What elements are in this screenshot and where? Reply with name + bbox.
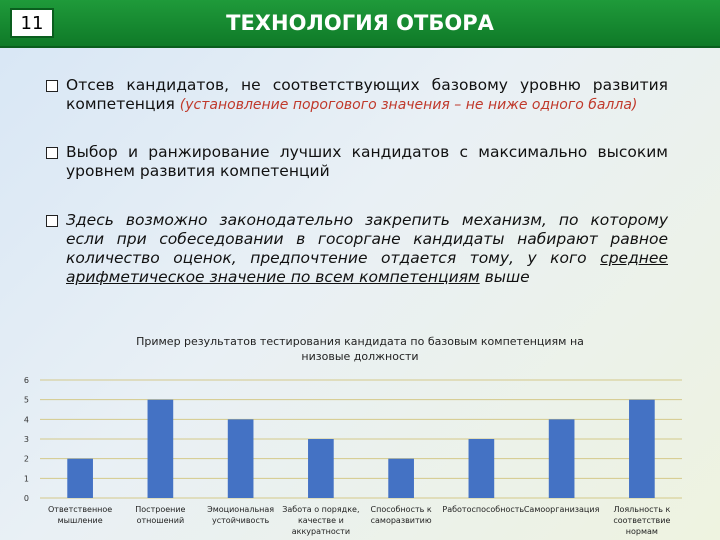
y-tick-label: 4 [24, 415, 29, 424]
y-tick-label: 1 [24, 474, 29, 483]
slide-title: ТЕХНОЛОГИЯ ОТБОРА [226, 11, 494, 35]
y-tick-label: 6 [24, 376, 29, 385]
x-tick-label: Способность к саморазвитию [370, 505, 432, 525]
bullet-text: Здесь возможно законодательно закрепить … [66, 211, 668, 267]
bar [468, 439, 495, 498]
y-tick-label: 3 [24, 435, 29, 444]
bullet: Здесь возможно законодательно закрепить … [44, 211, 668, 287]
bar [629, 399, 655, 498]
bullet-text: выше [484, 268, 530, 286]
bullet: Отсев кандидатов, не соответствующих баз… [44, 76, 668, 115]
bullet-note: (установление порогового значения – не н… [179, 97, 638, 113]
bar [388, 458, 414, 498]
bar [147, 399, 174, 498]
chart-title: Пример результатов тестирования кандидат… [136, 335, 584, 363]
bullet-text: Отсев кандидатов, не соответствующих баз… [66, 76, 668, 113]
bar [227, 419, 254, 498]
x-tick-label: Лояльность к соответствие нормам [613, 505, 671, 536]
x-tick-label: Самоорганизация [523, 505, 600, 514]
x-tick-label: Эмоциональная устойчивость [207, 505, 275, 525]
x-tick-label: Работоспособность [442, 505, 525, 514]
header: 11 ТЕХНОЛОГИЯ ОТБОРА [0, 0, 720, 48]
y-tick-label: 2 [24, 455, 29, 464]
bullet-text: Выбор и ранжирование лучших кандидатов с… [66, 143, 668, 180]
bullet: Выбор и ранжирование лучших кандидатов с… [44, 143, 668, 181]
y-tick-label: 0 [24, 494, 29, 503]
chart-title-box: Пример результатов тестирования кандидат… [136, 335, 584, 363]
bar [67, 458, 93, 498]
slide-number: 11 [10, 8, 54, 38]
y-tick-label: 5 [24, 396, 29, 405]
bar [308, 439, 334, 498]
x-tick-label: Забота о порядке, качестве и аккуратност… [282, 505, 360, 536]
x-tick-label: Построение отношений [135, 505, 186, 525]
x-tick-label: Ответственное мышление [48, 505, 113, 525]
bar [548, 419, 575, 498]
bullet-underlined: среднее арифметическое значение по всем … [66, 249, 668, 286]
